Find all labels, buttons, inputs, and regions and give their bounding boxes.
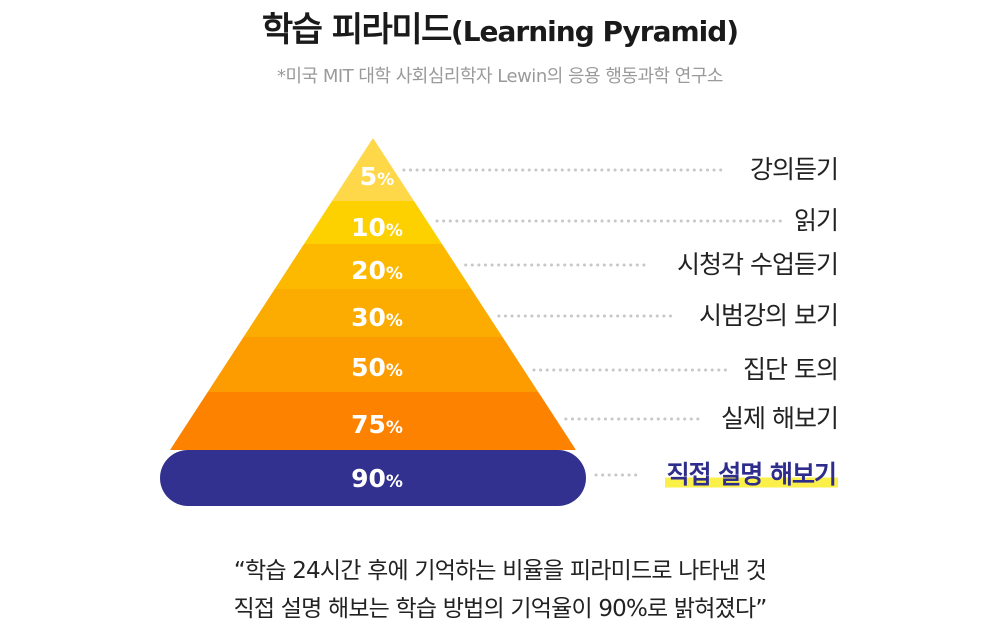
quote-line-1: “학습 24시간 후에 기억하는 비율을 피라미드로 나타낸 것	[233, 558, 767, 584]
percent-label-75: 75%	[351, 410, 403, 439]
percent-label-30: 30%	[351, 303, 403, 332]
percent-sign: %	[377, 170, 394, 190]
level-label: 읽기	[793, 206, 839, 235]
percent-sign: %	[386, 418, 403, 438]
level-label: 직접 설명 해보기	[664, 460, 838, 490]
pyramid-base-band	[160, 450, 586, 506]
percent-value: 10	[351, 213, 386, 242]
percent-value: 50	[351, 353, 386, 382]
percent-value: 20	[351, 256, 386, 285]
percent-sign: %	[386, 361, 403, 381]
quote-line-2: 직접 설명 해보는 학습 방법의 기억율이 90%로 밝혀졌다”	[233, 596, 768, 622]
percent-label-50: 50%	[351, 353, 403, 382]
percent-sign: %	[386, 311, 403, 331]
percent-label-90: 90%	[351, 464, 403, 493]
percent-sign: %	[386, 264, 403, 284]
page-subtitle: *미국 MIT 대학 사회심리학자 Lewin의 응용 행동과학 연구소	[276, 66, 724, 87]
level-label: 강의듣기	[749, 155, 839, 184]
percent-label-10: 10%	[351, 213, 403, 242]
percent-label-5: 5%	[360, 162, 394, 191]
level-label: 집단 토의	[743, 355, 839, 384]
title-korean: 학습 피라미드	[261, 10, 453, 50]
percent-value: 5	[360, 162, 377, 191]
percent-label-20: 20%	[351, 256, 403, 285]
title-english: (Learning Pyramid)	[450, 15, 739, 48]
pyramid-band-50	[207, 337, 539, 392]
level-label: 실제 해보기	[721, 404, 839, 433]
page-title: 학습 피라미드(Learning Pyramid)	[0, 2, 1000, 51]
percent-sign: %	[386, 472, 403, 492]
percent-value: 30	[351, 303, 386, 332]
pyramid-band-75	[170, 392, 576, 450]
pyramid-band-5	[332, 138, 414, 201]
percent-sign: %	[386, 221, 403, 241]
pyramid-band-30	[243, 289, 503, 337]
level-label: 시범강의 보기	[699, 301, 839, 330]
percent-value: 75	[351, 410, 386, 439]
level-label: 시청각 수업듣기	[677, 250, 839, 279]
pyramid-bands	[170, 138, 576, 450]
pyramid-band-10	[304, 201, 442, 244]
pyramid-band-20	[274, 244, 472, 289]
summary-quote: “학습 24시간 후에 기억하는 비율을 피라미드로 나타낸 것 직접 설명 해…	[0, 552, 1000, 628]
percent-value: 90	[351, 464, 386, 493]
